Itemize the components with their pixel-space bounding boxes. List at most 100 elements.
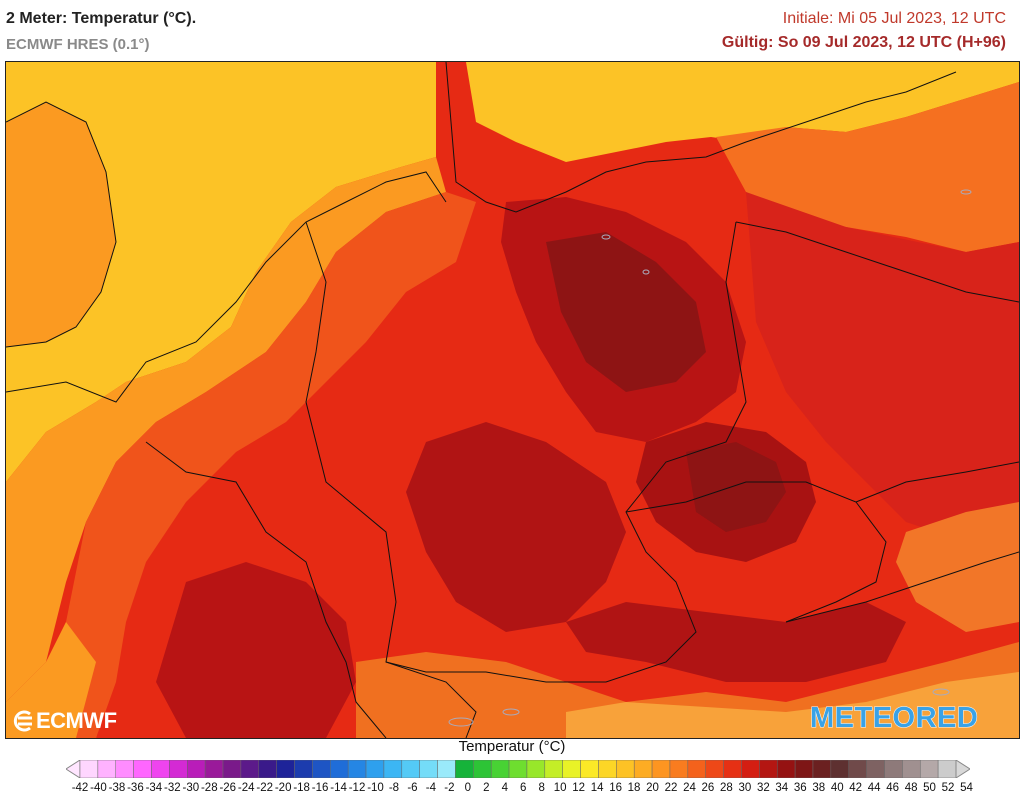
legend-swatch [79,760,99,778]
legend-swatch [258,760,277,778]
legend-tick-label: 18 [627,782,641,794]
legend-swatch [508,760,528,778]
legend-swatch [544,760,563,778]
cool-zone-west [6,62,436,482]
lakes [448,189,972,727]
legend-tick-label: 22 [664,782,678,794]
alps-terrain-highlight [566,672,1019,738]
legend-title: Temperatur (°C) [458,738,566,755]
legend-swatch [687,760,706,778]
extreme-zone-austria [566,602,906,682]
temperature-map[interactable] [5,61,1020,739]
legend-tick-label: -26 [219,782,237,794]
legend-tick-label: 44 [867,782,881,794]
legend-swatch [669,760,689,778]
legend-swatch [884,760,903,778]
model-label: ECMWF HRES (0.1°) [6,36,150,53]
legend-tick-label: 8 [538,782,545,794]
legend-tick-label: 36 [793,782,807,794]
legend-tick-label: 6 [520,782,527,794]
legend-swatch [383,760,403,778]
legend-tick-label: -6 [407,782,418,794]
legend-tick-label: -32 [164,782,181,794]
legend-swatch [794,760,814,778]
legend-tick-label: 52 [941,782,955,794]
legend-swatch [276,760,295,778]
legend-swatch [204,760,224,778]
legend-tick-label: 28 [720,782,733,794]
legend-arrow-min [66,760,81,778]
map-canvas [6,62,1019,738]
legend-tick-label: 16 [609,782,622,794]
legend-swatch [633,760,653,778]
legend-swatch [919,760,939,778]
legend-arrow-max [955,760,970,778]
dark-core-czech [686,442,786,532]
legend-tick-label: 26 [701,782,715,794]
map-title: 2 Meter: Temperatur (°C). [6,10,197,27]
legend-swatch [580,760,599,778]
legend-swatch [419,760,438,778]
legend-swatch [240,760,260,778]
legend-swatch [812,760,832,778]
legend-swatch [526,760,546,778]
legend-tick-label: -34 [145,782,163,794]
extreme-zone-central [406,422,626,632]
legend-tick-label: 0 [464,782,472,794]
legend-tick-label: 54 [960,782,973,794]
legend-swatch [723,760,742,778]
legend-tick-label: 38 [812,782,826,794]
legend-swatch [437,760,456,778]
dark-core-north [546,232,706,392]
hot-zone-east [746,192,1019,542]
legend-tick-label: -12 [348,782,366,794]
legend-tick-label: -22 [256,782,273,794]
legend-swatch [848,760,867,778]
legend-swatch [616,760,635,778]
legend-tick-label: -42 [71,782,89,794]
legend-tick-label: -38 [108,782,126,794]
legend-swatch [562,760,581,778]
legend-tick-label: 4 [501,782,508,794]
legend-tick-label: 40 [830,782,844,794]
legend-tick-label: -18 [293,782,310,794]
legend-swatch [97,760,117,778]
legend-tick-label: 20 [646,782,659,794]
legend-swatch [651,760,671,778]
legend-tick-label: 12 [572,782,586,794]
legend-tick-label: -28 [200,782,218,794]
legend-swatch [312,760,331,778]
legend-tick-label: -30 [182,782,200,794]
ecmwf-icon [13,710,32,732]
header: 2 Meter: Temperatur (°C). ECMWF HRES (0.… [0,0,1024,60]
legend-tick-label: -16 [311,782,329,794]
color-legend-bar [66,760,970,778]
legend-swatch [902,760,921,778]
legend-swatch [490,760,510,778]
legend-swatch [741,760,760,778]
legend-swatch [455,760,474,778]
legend-tick-label: 48 [904,782,918,794]
legend-tick-label: -4 [425,782,437,794]
legend-swatch [115,760,134,778]
legend-tick-label: 30 [738,782,752,794]
legend-swatch [365,760,385,778]
legend-swatch [866,760,885,778]
legend-tick-label: -20 [274,782,292,794]
legend-swatch [830,760,849,778]
legend-swatch [151,760,170,778]
legend-tick-label: 10 [553,782,567,794]
meteored-logo: METEORED [809,702,979,735]
legend-swatch [330,760,349,778]
legend-tick-label: -36 [127,782,144,794]
legend-swatch [294,760,313,778]
ecmwf-logo-text: ECMWF [36,708,117,733]
legend-tick-label: 50 [923,782,936,794]
cool-zone-baltic [466,62,1019,162]
legend-tick-label: 34 [775,782,789,794]
legend-swatch [937,760,957,778]
legend-swatch [169,760,188,778]
legend-tick-label: 46 [886,782,900,794]
initial-time: Initiale: Mi 05 Jul 2023, 12 UTC [782,10,1006,27]
legend-tick-label: 2 [483,782,490,794]
